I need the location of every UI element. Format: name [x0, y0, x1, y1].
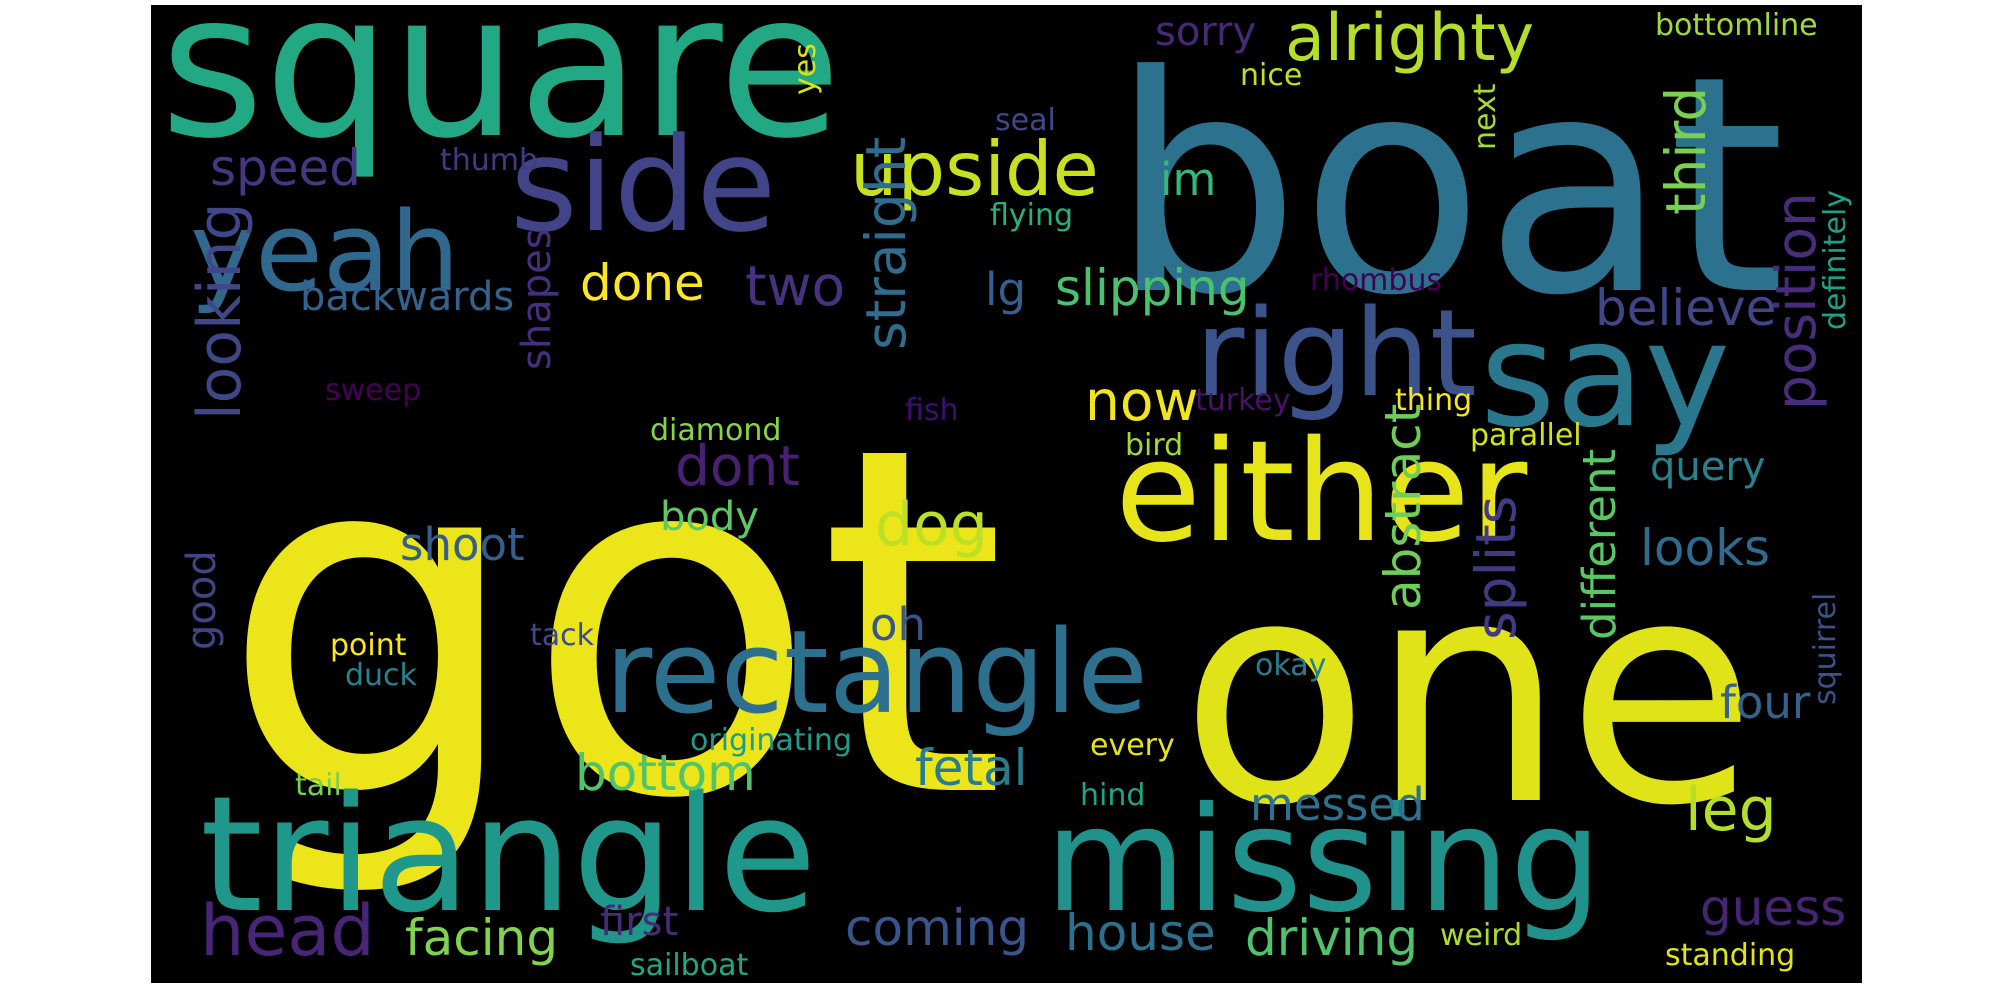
- word-thumb: thumb: [440, 143, 538, 178]
- word-leg: leg: [1685, 775, 1777, 845]
- word-facing: facing: [405, 909, 558, 967]
- word-definitely: definitely: [1818, 190, 1853, 330]
- word-boat: boat: [1110, 12, 1785, 361]
- word-cloud-background: [151, 5, 1862, 983]
- word-either: either: [1115, 411, 1528, 574]
- word-weird: weird: [1440, 918, 1522, 953]
- word-right: right: [1195, 285, 1477, 424]
- word-yes: yes: [788, 43, 823, 95]
- word-standing: standing: [1665, 938, 1795, 973]
- word-next: next: [1468, 83, 1503, 150]
- word-fetal: fetal: [915, 739, 1028, 797]
- word-fish: fish: [905, 393, 959, 428]
- word-duck: duck: [345, 658, 418, 693]
- word-sailboat: sailboat: [630, 948, 748, 983]
- word-squirrel: squirrel: [1808, 593, 1843, 705]
- word-point: point: [330, 628, 407, 663]
- word-missing: missing: [1045, 776, 1602, 945]
- word-speed: speed: [210, 139, 361, 197]
- word-im: im: [1160, 153, 1216, 206]
- word-bird: bird: [1125, 428, 1183, 463]
- word-turkey: turkey: [1195, 383, 1291, 418]
- word-rectangle: rectangle: [605, 606, 1148, 740]
- word-thing: thing: [1395, 383, 1472, 418]
- word-yeah: yeah: [190, 188, 460, 316]
- word-sorry: sorry: [1155, 9, 1256, 55]
- word-one: one: [1180, 513, 1757, 874]
- word-query: query: [1650, 444, 1765, 490]
- word-believe: believe: [1595, 279, 1776, 337]
- word-sweep: sweep: [325, 373, 421, 408]
- word-lg: lg: [985, 263, 1026, 316]
- word-guess: guess: [1700, 879, 1846, 937]
- word-shoot: shoot: [400, 518, 525, 571]
- word-slipping: slipping: [1055, 259, 1250, 317]
- word-body: body: [660, 494, 759, 540]
- word-shapes: shapes: [514, 228, 560, 370]
- word-side: side: [510, 109, 776, 261]
- word-splits: splits: [1464, 496, 1528, 640]
- word-diamond: diamond: [650, 413, 781, 448]
- word-coming: coming: [845, 899, 1029, 957]
- word-straight: straight: [854, 137, 918, 350]
- word-square: square: [160, 0, 841, 183]
- word-driving: driving: [1245, 909, 1418, 967]
- word-bottom: bottom: [575, 744, 756, 802]
- word-bottomline: bottomline: [1655, 8, 1818, 43]
- word-triangle: triangle: [200, 761, 817, 948]
- word-every: every: [1090, 728, 1175, 763]
- word-tail: tail: [295, 768, 342, 803]
- word-say: say: [1480, 291, 1730, 460]
- word-head: head: [200, 890, 375, 972]
- word-messed: messed: [1250, 778, 1425, 831]
- word-oh: oh: [870, 598, 926, 651]
- word-third: third: [1654, 87, 1718, 215]
- word-looking: looking: [185, 202, 255, 420]
- word-tack: tack: [530, 618, 595, 653]
- word-parallel: parallel: [1470, 418, 1582, 453]
- word-originating: originating: [690, 723, 852, 758]
- word-okay: okay: [1255, 648, 1326, 683]
- word-nice: nice: [1240, 58, 1302, 93]
- word-position: position: [1764, 192, 1828, 410]
- word-flying: flying: [990, 198, 1073, 233]
- word-backwards: backwards: [300, 274, 514, 320]
- word-good: good: [179, 550, 225, 650]
- word-hind: hind: [1080, 778, 1145, 813]
- word-four: four: [1720, 676, 1811, 729]
- word-now: now: [1085, 369, 1199, 433]
- word-dog: dog: [875, 490, 988, 560]
- word-upside: upside: [850, 125, 1099, 213]
- word-two: two: [745, 254, 845, 318]
- word-looks: looks: [1640, 519, 1770, 577]
- word-got: got: [220, 345, 1007, 904]
- word-seal: seal: [995, 103, 1056, 138]
- word-done: done: [580, 254, 705, 312]
- word-alrighty: alrighty: [1285, 1, 1534, 76]
- word-dont: dont: [675, 434, 800, 498]
- word-first: first: [600, 899, 678, 945]
- word-house: house: [1065, 904, 1216, 962]
- word-rhombus: rhombus: [1310, 263, 1442, 298]
- word-different: different: [1573, 449, 1626, 640]
- word-abstract: abstract: [1374, 404, 1432, 610]
